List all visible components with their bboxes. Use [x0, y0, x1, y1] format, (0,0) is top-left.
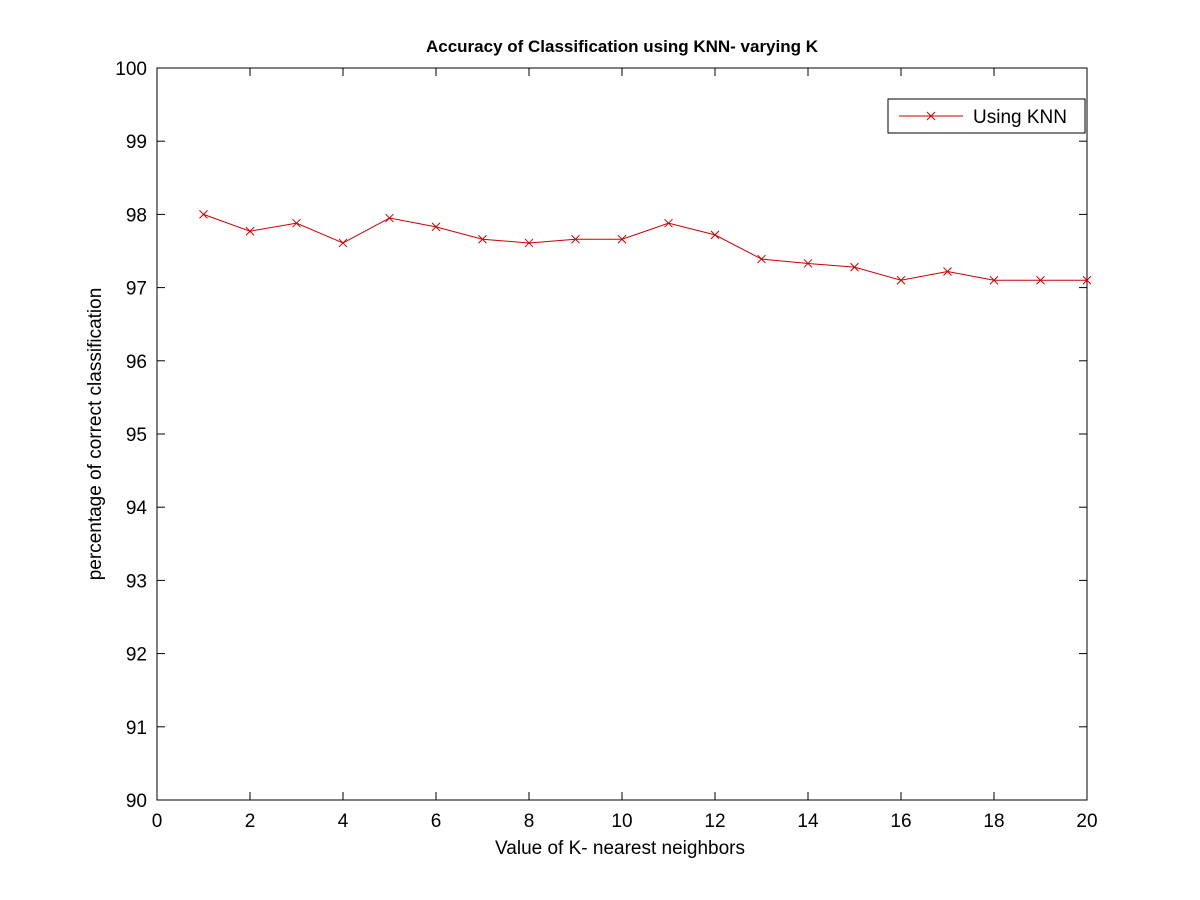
- data-point: [617, 234, 627, 244]
- y-tick-label: 91: [126, 718, 147, 739]
- data-point: [710, 230, 720, 240]
- data-point: [292, 218, 301, 228]
- y-tick-label: 100: [115, 59, 147, 80]
- legend-entry-using-knn: Using KNN: [973, 107, 1067, 128]
- data-point: [664, 218, 673, 228]
- x-tick-label: 6: [431, 811, 442, 832]
- data-point: [245, 226, 255, 236]
- data-point: [896, 275, 906, 285]
- data-point: [571, 234, 580, 244]
- y-tick-label: 96: [126, 352, 147, 373]
- legend-marker: [926, 111, 936, 121]
- y-tick-label: 99: [126, 132, 147, 153]
- data-point: [385, 213, 394, 223]
- chart-title: Accuracy of Classification using KNN- va…: [426, 37, 819, 56]
- y-tick-label: 93: [126, 571, 147, 592]
- data-point: [803, 259, 813, 268]
- x-axis: 0 2 4 6 8 10 12 14 16 18 20: [152, 68, 1098, 832]
- data-point: [524, 238, 534, 248]
- data-point: [431, 222, 441, 232]
- series-layer: [199, 210, 1092, 285]
- x-tick-label: 18: [983, 811, 1004, 832]
- x-tick-label: 10: [611, 811, 632, 832]
- x-tick-label: 12: [704, 811, 725, 832]
- x-axis-label: Value of K- nearest neighbors: [495, 838, 745, 859]
- y-tick-label: 97: [126, 279, 147, 300]
- y-tick-label: 92: [126, 645, 147, 666]
- y-tick-label: 90: [126, 791, 147, 812]
- data-point: [757, 254, 766, 264]
- data-point: [850, 262, 859, 272]
- data-point: [338, 238, 348, 248]
- series-line-using-knn: [203, 213, 1087, 281]
- data-point: [199, 210, 208, 219]
- data-point: [1036, 275, 1045, 285]
- y-tick-label: 95: [126, 425, 147, 446]
- x-tick-label: 16: [890, 811, 911, 832]
- x-tick-label: 0: [152, 811, 163, 832]
- y-tick-label: 98: [126, 205, 147, 226]
- x-tick-label: 4: [338, 811, 349, 832]
- x-tick-label: 2: [245, 811, 256, 832]
- y-axis-label: percentage of correct classification: [85, 288, 106, 581]
- data-point: [478, 234, 487, 244]
- data-point: [943, 267, 952, 276]
- x-tick-label: 14: [797, 811, 819, 832]
- legend: Using KNN: [887, 98, 1086, 134]
- x-tick-label: 8: [524, 811, 535, 832]
- data-point: [1082, 275, 1092, 285]
- y-axis: 90 91 92 93 94 95 96 97 98 99 100: [115, 59, 1087, 812]
- x-tick-label: 20: [1076, 811, 1097, 832]
- data-point: [989, 275, 999, 285]
- y-tick-label: 94: [126, 498, 148, 519]
